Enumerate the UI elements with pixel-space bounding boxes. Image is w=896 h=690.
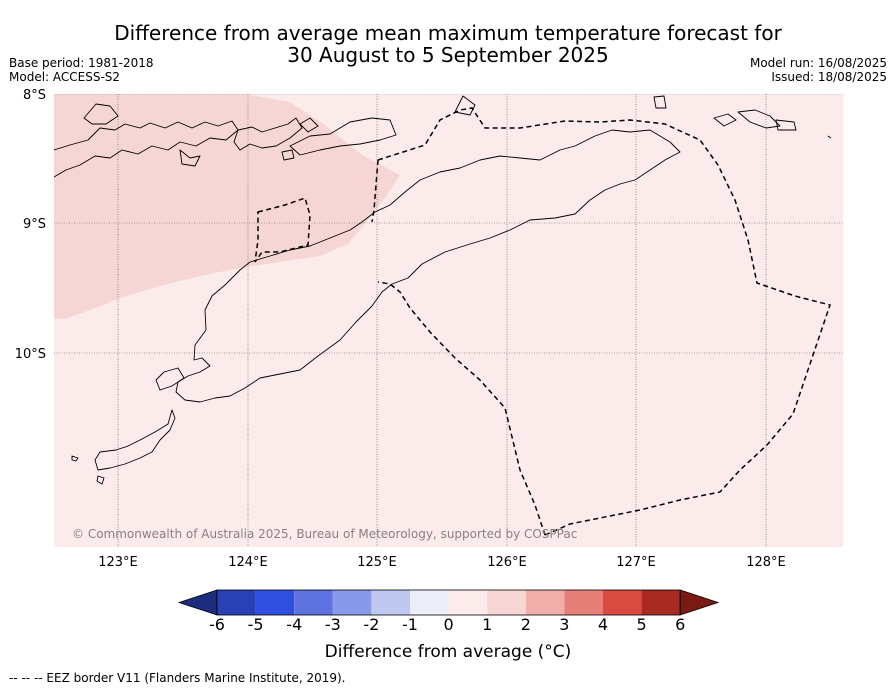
colorbar-tick-label: 4 bbox=[598, 615, 608, 634]
eez-borders bbox=[254, 107, 831, 536]
colorbar-tick-label: 1 bbox=[482, 615, 492, 634]
colorbar-border bbox=[216, 589, 681, 616]
colorbar-cells bbox=[177, 589, 720, 616]
coastline-rote bbox=[94, 409, 176, 471]
model-run: Model run: 16/08/2025 bbox=[749, 56, 887, 70]
colorbar-cell bbox=[641, 590, 681, 615]
title-line-1: Difference from average mean maximum tem… bbox=[114, 21, 782, 45]
colorbar-tick-label: 0 bbox=[444, 615, 454, 634]
colorbar-cell bbox=[255, 590, 295, 615]
coastline-timor bbox=[175, 129, 681, 403]
colorbar-tick-label: 2 bbox=[521, 615, 531, 634]
anomaly-region-1-2 bbox=[54, 94, 400, 319]
colorbar-cell bbox=[294, 590, 333, 615]
coastline-island-ne-6 bbox=[827, 135, 832, 139]
coastline-island-n-1 bbox=[299, 117, 319, 133]
coastline-island-sw bbox=[71, 455, 79, 462]
coastline-island-ne-5 bbox=[775, 119, 797, 131]
colorbar-tick-label: 6 bbox=[675, 615, 685, 634]
eez-border-wetar-west bbox=[371, 159, 379, 223]
coastline-island-n-2 bbox=[281, 149, 295, 161]
lon-label-127e: 127°E bbox=[616, 555, 656, 570]
colorbar-cell bbox=[525, 590, 565, 615]
colorbar-extend-high bbox=[679, 589, 720, 616]
coastline-island-nw-2 bbox=[179, 149, 201, 167]
colorbar-cell bbox=[564, 590, 603, 615]
colorbar-tick-labels: -6 -5 -4 -3 -2 -1 0 1 2 3 4 5 6 bbox=[209, 615, 685, 634]
coastline-flores bbox=[54, 120, 239, 178]
coastline-island-ne-4 bbox=[737, 109, 781, 129]
colorbar-tick-label: -5 bbox=[248, 615, 264, 634]
colorbar-cell bbox=[217, 590, 256, 615]
issued-date: Issued: 18/08/2025 bbox=[771, 70, 887, 84]
colorbar-tick-label: -2 bbox=[363, 615, 379, 634]
coastline-alor bbox=[233, 117, 303, 151]
colorbar-cell bbox=[410, 590, 449, 615]
model-name: Model: ACCESS-S2 bbox=[9, 70, 121, 84]
coastline-semau bbox=[155, 367, 185, 391]
lon-label-128e: 128°E bbox=[746, 555, 786, 570]
colorbar-tick-label: -6 bbox=[209, 615, 225, 634]
coastline-island-ne-2 bbox=[653, 95, 667, 109]
eez-border-oecusse bbox=[254, 197, 311, 263]
eez-border-south bbox=[377, 281, 546, 536]
lat-label-9s: 9°S bbox=[23, 217, 46, 232]
lat-label-10s: 10°S bbox=[15, 347, 46, 362]
colorbar-tick-label: -4 bbox=[286, 615, 302, 634]
coastlines bbox=[54, 95, 832, 485]
colorbar-tick-label: 5 bbox=[637, 615, 647, 634]
base-period: Base period: 1981-2018 bbox=[9, 56, 154, 70]
coastline-ndao bbox=[96, 475, 105, 485]
colorbar-cell bbox=[332, 590, 372, 615]
colorbar: -6 -5 -4 -3 -2 -1 0 1 2 3 4 5 6 bbox=[177, 589, 720, 634]
coastline-island-ne-1 bbox=[454, 95, 476, 116]
gridlines bbox=[54, 94, 843, 547]
colorbar-cell bbox=[603, 590, 642, 615]
lon-label-123e: 123°E bbox=[98, 555, 138, 570]
colorbar-extend-low bbox=[177, 589, 218, 616]
colorbar-tick-label: 3 bbox=[559, 615, 569, 634]
colorbar-tick-label: -1 bbox=[402, 615, 418, 634]
coastline-island-nw-1 bbox=[83, 103, 119, 125]
colorbar-label: Difference from average (°C) bbox=[324, 642, 572, 662]
coastline-wetar bbox=[289, 117, 397, 156]
lon-label-126e: 126°E bbox=[487, 555, 527, 570]
coastline-island-ne-3 bbox=[713, 113, 737, 127]
colorbar-cell bbox=[371, 590, 410, 615]
lat-label-8s: 8°S bbox=[23, 88, 46, 103]
lon-label-124e: 124°E bbox=[228, 555, 268, 570]
lon-label-125e: 125°E bbox=[357, 555, 397, 570]
colorbar-tick-label: -3 bbox=[325, 615, 341, 634]
colorbar-cell bbox=[487, 590, 526, 615]
eez-legend-note: -- -- -- EEZ border V11 (Flanders Marine… bbox=[9, 671, 346, 685]
title-line-2: 30 August to 5 September 2025 bbox=[287, 43, 609, 67]
copyright-note: © Commonwealth of Australia 2025, Bureau… bbox=[72, 527, 577, 541]
colorbar-cell bbox=[448, 590, 488, 615]
